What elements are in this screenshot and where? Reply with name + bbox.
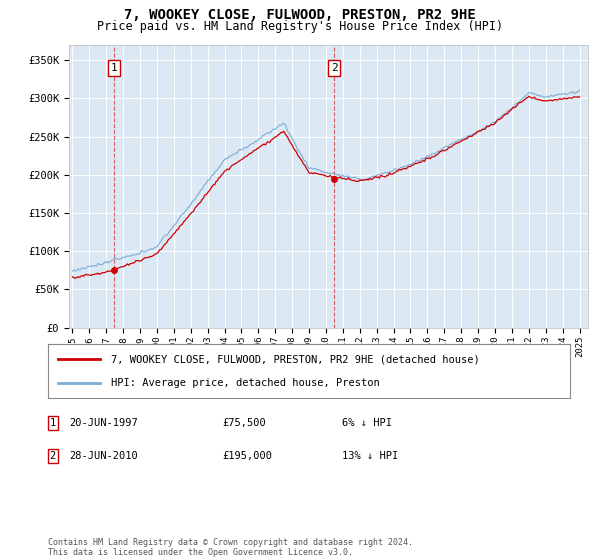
Text: Price paid vs. HM Land Registry's House Price Index (HPI): Price paid vs. HM Land Registry's House … <box>97 20 503 33</box>
Text: 6% ↓ HPI: 6% ↓ HPI <box>342 418 392 428</box>
Text: HPI: Average price, detached house, Preston: HPI: Average price, detached house, Pres… <box>110 377 379 388</box>
Text: 2: 2 <box>331 63 338 73</box>
Text: Contains HM Land Registry data © Crown copyright and database right 2024.
This d: Contains HM Land Registry data © Crown c… <box>48 538 413 557</box>
Text: £195,000: £195,000 <box>222 451 272 461</box>
Text: 7, WOOKEY CLOSE, FULWOOD, PRESTON, PR2 9HE: 7, WOOKEY CLOSE, FULWOOD, PRESTON, PR2 9… <box>124 8 476 22</box>
Text: 2: 2 <box>50 451 56 461</box>
Text: 1: 1 <box>50 418 56 428</box>
Text: 13% ↓ HPI: 13% ↓ HPI <box>342 451 398 461</box>
Text: £75,500: £75,500 <box>222 418 266 428</box>
Text: 7, WOOKEY CLOSE, FULWOOD, PRESTON, PR2 9HE (detached house): 7, WOOKEY CLOSE, FULWOOD, PRESTON, PR2 9… <box>110 354 479 365</box>
Text: 1: 1 <box>111 63 118 73</box>
Text: 20-JUN-1997: 20-JUN-1997 <box>69 418 138 428</box>
Text: 28-JUN-2010: 28-JUN-2010 <box>69 451 138 461</box>
